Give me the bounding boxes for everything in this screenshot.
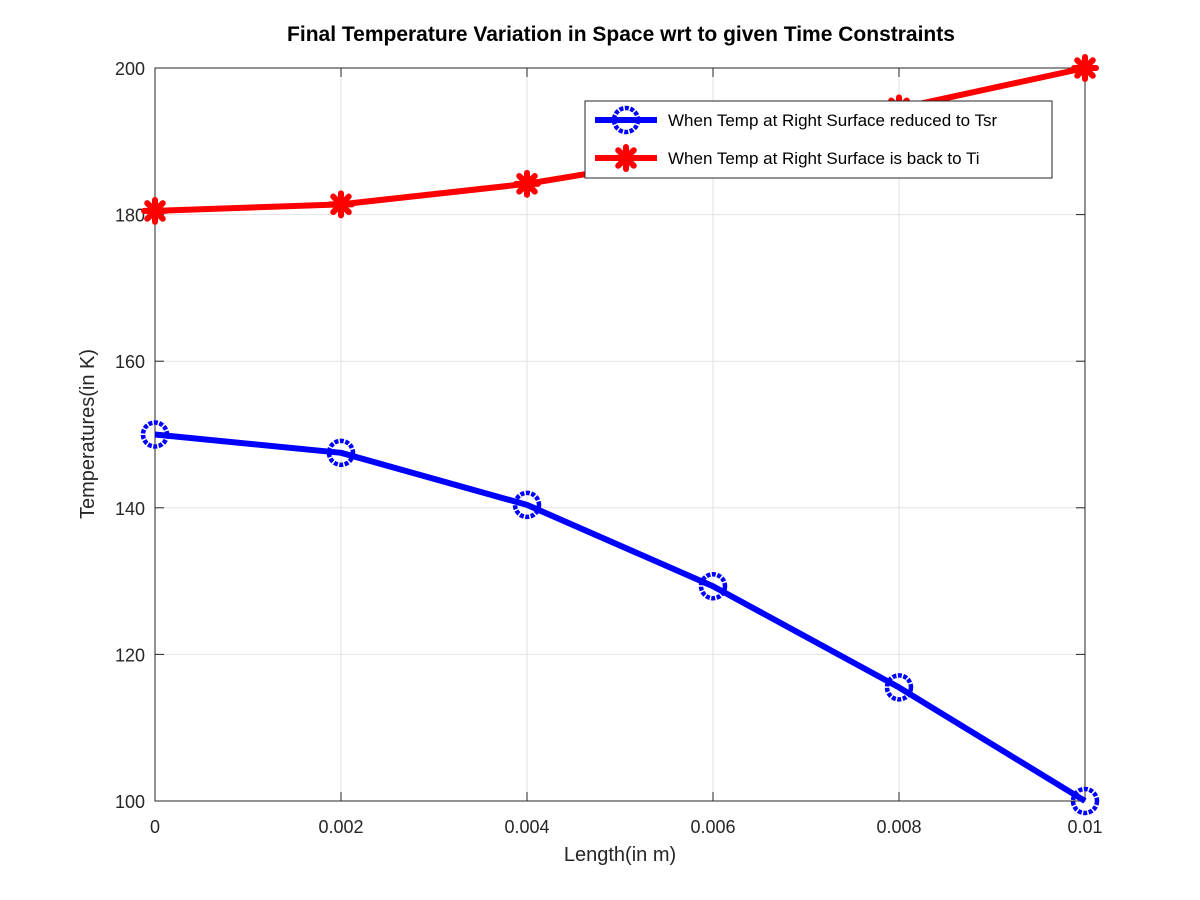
x-tick-label: 0.01 xyxy=(1067,817,1102,837)
marker-stroke xyxy=(144,200,166,222)
y-tick-label: 160 xyxy=(115,352,145,372)
series-2-point xyxy=(327,190,355,219)
series-line-1 xyxy=(154,431,1087,804)
x-tick-label: 0.002 xyxy=(318,817,363,837)
series-1-point xyxy=(884,673,914,702)
series-2-point xyxy=(513,169,541,198)
legend-label: When Temp at Right Surface is back to Ti xyxy=(668,149,980,168)
x-tick-label: 0.004 xyxy=(504,817,549,837)
legend-label: When Temp at Right Surface reduced to Ts… xyxy=(668,111,997,130)
chart-title: Final Temperature Variation in Space wrt… xyxy=(287,23,955,46)
series-1-point xyxy=(698,571,728,601)
legend-marker xyxy=(611,105,641,135)
legend-marker xyxy=(612,144,640,172)
marker-stroke xyxy=(330,193,352,216)
legend: When Temp at Right Surface reduced to Ts… xyxy=(584,100,1053,179)
marker-stroke xyxy=(615,147,637,169)
y-tick-label: 180 xyxy=(115,206,145,226)
marker-stroke xyxy=(1074,57,1096,79)
y-tick-label: 100 xyxy=(115,792,145,812)
y-tick-label: 120 xyxy=(115,645,145,665)
series-1-point xyxy=(140,420,170,449)
marker-stroke xyxy=(516,173,538,195)
x-tick-label: 0 xyxy=(150,817,160,837)
x-tick-label: 0.008 xyxy=(876,817,921,837)
legend-box xyxy=(584,100,1053,179)
y-tick-label: 200 xyxy=(115,59,145,79)
series-2-point xyxy=(1071,54,1099,82)
series-1-point xyxy=(326,438,356,468)
axis-ticks: 0 0.002 0.004 0.006 0.008 0.01 100 120 140 160 180… xyxy=(115,59,1103,837)
y-tick-label: 140 xyxy=(115,499,145,519)
series-1-point xyxy=(512,490,542,520)
y-axis-label: Temperatures(in K) xyxy=(77,349,99,519)
x-tick-label: 0.006 xyxy=(690,817,735,837)
series-2-point xyxy=(141,196,169,225)
x-axis-label: Length(in m) xyxy=(564,844,676,866)
series-1-point xyxy=(1070,786,1100,816)
